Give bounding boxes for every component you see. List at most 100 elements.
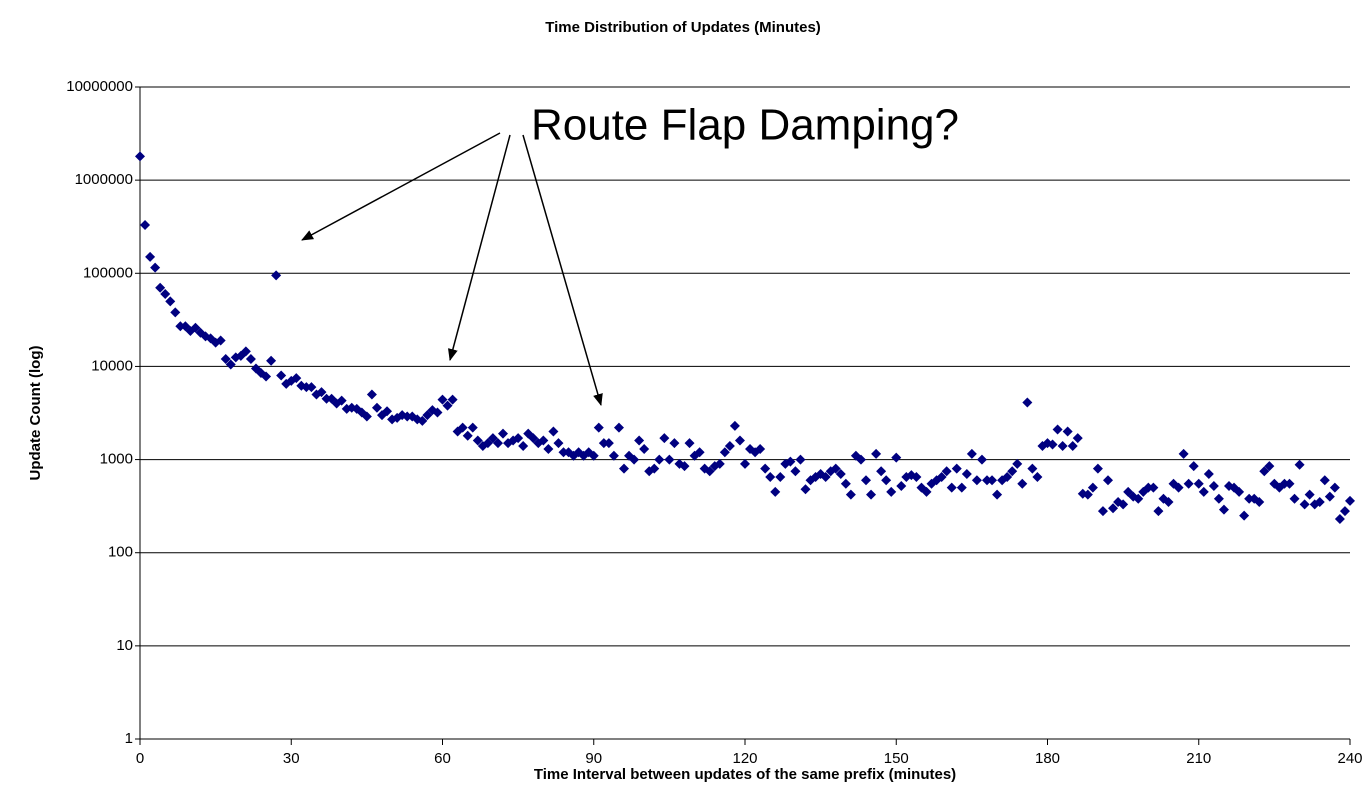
y-tick-label: 100: [108, 544, 133, 561]
plot-area: 1 10 100 1000 10000 100000 1000000 10000000 0 30 6…: [66, 78, 1362, 767]
point: [1027, 463, 1038, 474]
point: [760, 463, 771, 474]
x-tick-label: 90: [585, 750, 602, 767]
arrow: [522, 134, 603, 406]
point: [266, 355, 277, 366]
point: [1198, 486, 1209, 497]
point: [1118, 499, 1129, 510]
point: [629, 454, 640, 465]
point: [719, 447, 730, 458]
point: [165, 296, 176, 307]
point: [830, 463, 841, 474]
point: [371, 402, 382, 413]
point: [936, 471, 947, 482]
point: [961, 468, 972, 479]
point: [548, 426, 559, 437]
point: [1007, 466, 1018, 477]
point: [1108, 503, 1119, 514]
point: [1213, 493, 1224, 504]
point: [1345, 495, 1355, 506]
point: [1284, 478, 1295, 489]
point: [1022, 397, 1033, 408]
point: [1017, 478, 1028, 489]
point: [1329, 482, 1340, 493]
point: [871, 448, 882, 459]
point: [775, 471, 786, 482]
point: [321, 393, 332, 404]
point: [724, 440, 735, 451]
point: [528, 433, 539, 444]
point: [1234, 486, 1245, 497]
point: [1334, 514, 1345, 525]
point: [679, 461, 690, 472]
point: [366, 389, 377, 400]
x-tick-label: 180: [1035, 750, 1060, 767]
point: [543, 443, 554, 454]
point: [704, 466, 715, 477]
point: [664, 454, 675, 465]
point: [1178, 448, 1189, 459]
point: [135, 151, 145, 162]
point: [245, 354, 256, 365]
point: [966, 448, 977, 459]
point: [492, 438, 503, 449]
point: [1173, 482, 1184, 493]
point: [1218, 504, 1229, 515]
point: [684, 438, 695, 449]
point: [1279, 478, 1290, 489]
point: [538, 435, 549, 446]
annotation-arrows: [301, 132, 603, 406]
point: [1133, 493, 1144, 504]
point: [1294, 459, 1305, 470]
point: [503, 438, 514, 449]
point: [755, 443, 766, 454]
point: [498, 428, 508, 439]
point: [896, 481, 907, 492]
point: [1319, 475, 1330, 486]
point: [921, 486, 932, 497]
point: [155, 282, 166, 293]
point: [271, 270, 282, 281]
point: [1062, 426, 1073, 437]
point: [669, 438, 680, 449]
point: [250, 363, 261, 374]
point: [891, 452, 902, 463]
point: [649, 463, 660, 474]
point: [1087, 482, 1098, 493]
point: [946, 482, 957, 493]
point: [608, 450, 619, 461]
point: [770, 486, 781, 497]
point: [1092, 463, 1103, 474]
point: [1067, 440, 1078, 451]
point: [714, 458, 725, 469]
point: [1032, 471, 1043, 482]
point: [886, 486, 897, 497]
point: [971, 475, 982, 486]
point: [1057, 440, 1068, 451]
point: [402, 411, 413, 422]
point: [513, 433, 524, 444]
point: [1072, 433, 1083, 444]
point: [160, 288, 171, 299]
point: [553, 438, 564, 449]
point: [740, 458, 750, 469]
x-axis-label: Time Interval between updates of the sam…: [534, 766, 956, 783]
point: [941, 466, 952, 477]
point: [150, 262, 161, 273]
point: [634, 435, 645, 446]
point: [795, 454, 806, 465]
point: [432, 407, 443, 418]
point: [855, 454, 866, 465]
point: [361, 411, 372, 422]
point: [1153, 506, 1164, 517]
point: [1052, 424, 1063, 435]
point: [175, 321, 186, 332]
point: [729, 420, 740, 431]
point: [190, 322, 201, 333]
y-tick-label: 1: [125, 730, 133, 747]
point: [881, 475, 892, 486]
point: [1143, 482, 1154, 493]
point: [261, 371, 272, 382]
point: [145, 251, 156, 262]
point: [316, 387, 327, 398]
